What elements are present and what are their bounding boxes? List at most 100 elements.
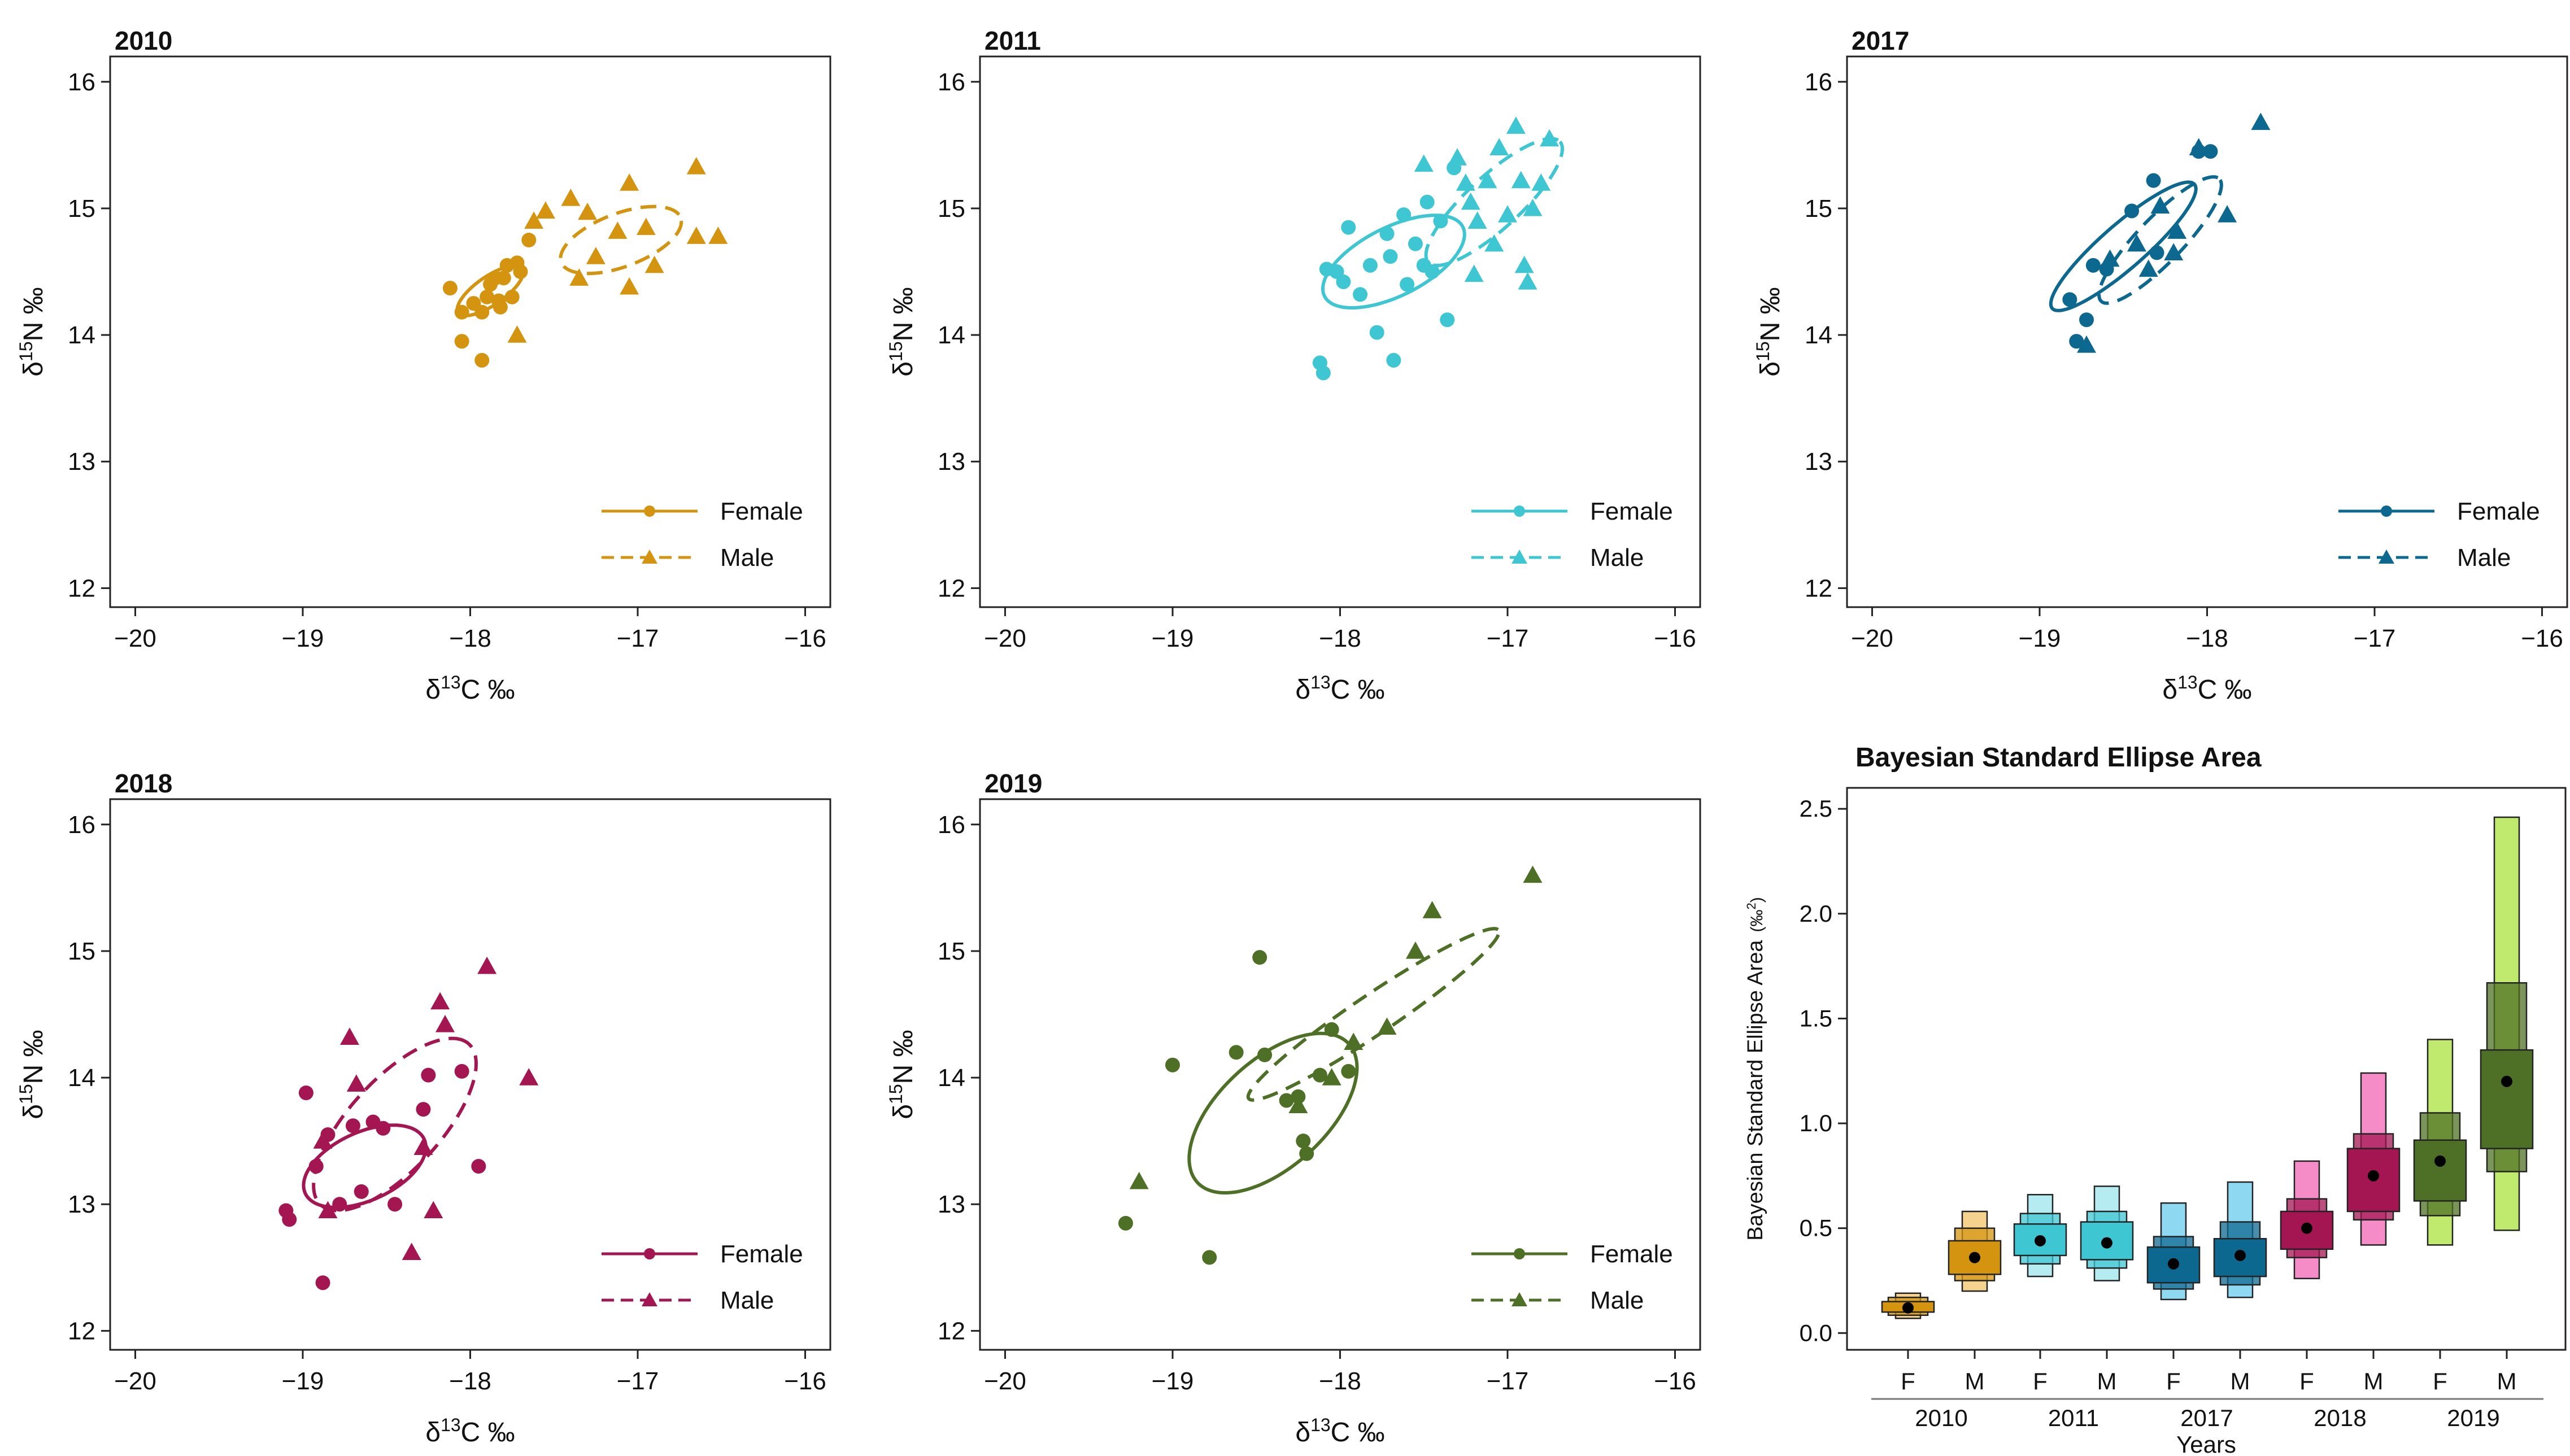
- female-point: [387, 1197, 403, 1212]
- male-point: [535, 201, 555, 219]
- female-point: [2124, 203, 2140, 219]
- x-tick-label: −17: [1487, 625, 1529, 652]
- male-point: [1514, 255, 1534, 273]
- female-point: [442, 281, 458, 296]
- x-tick-label: −16: [784, 625, 826, 652]
- y-axis-label: δ15N ‰: [886, 1030, 918, 1119]
- male-point: [608, 221, 628, 239]
- x-tick-label: −20: [984, 1367, 1026, 1395]
- female-point: [354, 1184, 369, 1199]
- female-point: [282, 1212, 297, 1227]
- x-tick-label: −17: [617, 625, 659, 652]
- female-point: [2085, 258, 2101, 273]
- y-tick-label: 14: [938, 1064, 965, 1092]
- x-tick-label: −20: [1851, 625, 1893, 652]
- series-female: [1312, 160, 1466, 381]
- legend-male-label: Male: [720, 1287, 774, 1314]
- x-tick-label: −17: [2354, 625, 2396, 652]
- series-male: [1414, 116, 1565, 290]
- series-female: [442, 233, 537, 368]
- female-point: [315, 1275, 330, 1291]
- male-point: [2189, 138, 2209, 155]
- male-point: [1531, 173, 1551, 191]
- female-point: [2079, 312, 2094, 328]
- male-point: [1478, 171, 1497, 189]
- female-point: [483, 277, 498, 292]
- scatter-panel-2017: 2017 −20 −19 −18 −17 −16 12 13 14 15 16 δ13C ‰ δ15N …: [1753, 26, 2568, 705]
- sea-box-2019-m: M: [2480, 816, 2534, 1394]
- male-point: [318, 1201, 338, 1219]
- male-point: [2127, 234, 2146, 252]
- y-tick-label: 15: [938, 938, 965, 965]
- female-point: [376, 1121, 391, 1136]
- x-axis-label: δ13C ‰: [425, 1415, 515, 1448]
- legend-female-label: Female: [2457, 498, 2540, 525]
- ci50-box: [2280, 1210, 2334, 1250]
- panel-title: 2011: [985, 26, 1041, 55]
- mode-point: [2434, 1155, 2446, 1167]
- y-tick-label: 16: [1805, 68, 1832, 96]
- x-axis-label: δ13C ‰: [2162, 672, 2251, 705]
- y-tick-label: 14: [68, 1064, 95, 1092]
- series-male: [2077, 112, 2271, 353]
- male-point: [1461, 192, 1480, 210]
- sex-label: F: [2433, 1368, 2447, 1394]
- legend-male-label: Male: [720, 544, 774, 572]
- scatter-panel-2010: 2010 −20 −19 −18 −17 −16 12 13 14 15 16 δ13C ‰ δ15N …: [16, 26, 831, 705]
- male-ellipse: [559, 204, 683, 276]
- sea-x-axis-label: Years: [2176, 1431, 2236, 1456]
- y-tick-label: 14: [1805, 321, 1832, 349]
- y-tick-label: 15: [938, 195, 965, 223]
- legend-female-label: Female: [720, 1240, 803, 1268]
- mode-point: [1969, 1252, 1980, 1263]
- male-point: [1377, 1017, 1397, 1035]
- sex-label: M: [2231, 1368, 2250, 1394]
- sex-label: F: [2299, 1368, 2314, 1394]
- female-point: [1396, 207, 1412, 223]
- female-point: [474, 352, 490, 368]
- x-tick-label: −18: [2186, 625, 2228, 652]
- y-tick-label: 0.5: [1800, 1215, 1832, 1241]
- legend-male-marker: [2379, 550, 2394, 564]
- x-tick-label: −19: [2019, 625, 2061, 652]
- sea-box-2017-f: F: [2146, 1202, 2201, 1394]
- x-tick-label: −19: [1152, 625, 1194, 652]
- male-point: [644, 255, 664, 273]
- female-point: [1369, 325, 1384, 340]
- x-tick-label: −20: [984, 625, 1026, 652]
- male-point: [507, 325, 527, 343]
- mode-point: [2035, 1235, 2046, 1246]
- male-point: [686, 226, 706, 244]
- y-tick-label: 13: [68, 1191, 95, 1218]
- y-tick-label: 1.0: [1800, 1110, 1832, 1136]
- legend-female-marker: [644, 505, 655, 517]
- male-ellipse: [1246, 927, 1501, 1102]
- male-point: [519, 1068, 539, 1086]
- y-axis-label: δ15N ‰: [16, 1030, 49, 1119]
- x-tick-label: −19: [282, 1367, 324, 1395]
- y-tick-label: 12: [68, 1317, 95, 1345]
- male-point: [1523, 865, 1543, 883]
- mode-point: [2168, 1258, 2179, 1270]
- male-ellipse: [2097, 175, 2223, 305]
- y-tick-label: 1.5: [1800, 1005, 1832, 1031]
- x-tick-label: −18: [449, 625, 491, 652]
- male-point: [2077, 335, 2097, 353]
- sea-y-axis-label: Bayesian Standard Ellipse Area(‰2): [1744, 897, 1767, 1241]
- series-female: [278, 1063, 486, 1291]
- legend-male-label: Male: [1590, 544, 1644, 572]
- plot-frame: [1846, 787, 2567, 1351]
- y-tick-label: 16: [938, 811, 965, 839]
- sea-box-2010-m: M: [1948, 1210, 2002, 1394]
- y-tick-label: 12: [938, 1317, 965, 1345]
- sex-label: F: [1901, 1368, 1915, 1394]
- legend-female-marker: [644, 1248, 655, 1259]
- mode-point: [2301, 1222, 2312, 1234]
- female-point: [298, 1086, 313, 1100]
- male-point: [1523, 198, 1543, 216]
- sea-box-2019-f: F: [2413, 1039, 2467, 1394]
- mode-point: [2101, 1237, 2112, 1249]
- female-point: [491, 293, 506, 308]
- male-point: [1456, 173, 1475, 191]
